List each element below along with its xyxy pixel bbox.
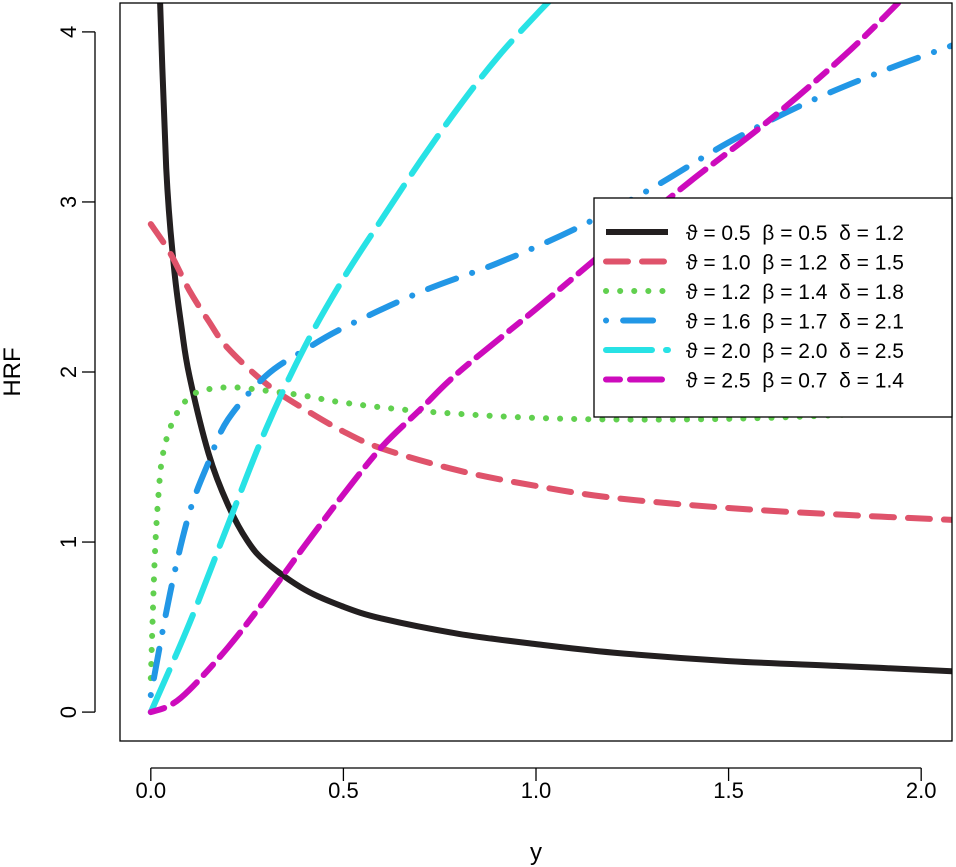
axes-layer: 0.0 0.5 1.0 1.5 2.0 0 1 2 3 4	[56, 26, 936, 803]
y-tick-label: 2	[56, 366, 81, 378]
series-line-1	[157, 3, 952, 675]
x-axis-label: y	[530, 839, 542, 866]
x-tick-label: 1.5	[713, 778, 744, 803]
x-tick-label: 1.0	[521, 778, 552, 803]
series-line-6	[147, 3, 902, 716]
series-line-3	[147, 384, 952, 682]
y-tick-label: 3	[56, 196, 81, 208]
legend-label-5: ϑ = 2.0 β = 2.0 δ = 2.5	[686, 340, 904, 363]
y-tick-label: 4	[56, 26, 81, 38]
legend-label-3: ϑ = 1.2 β = 1.4 δ = 1.8	[686, 281, 904, 304]
y-tick-label: 1	[56, 536, 81, 548]
series-layer	[147, 3, 952, 716]
legend-label-6: ϑ = 2.5 β = 0.7 δ = 1.4	[686, 370, 904, 393]
legend-label-4: ϑ = 1.6 β = 1.7 δ = 2.1	[686, 311, 904, 334]
y-tick-label: 0	[56, 706, 81, 718]
series-line-2	[147, 221, 952, 523]
legend-label-1: ϑ = 0.5 β = 0.5 δ = 1.2	[686, 222, 904, 245]
legend-label-2: ϑ = 1.0 β = 1.2 δ = 1.5	[686, 252, 904, 275]
x-tick-label: 0.5	[328, 778, 359, 803]
y-axis-label: HRF	[0, 347, 26, 396]
x-tick-label: 0.0	[136, 778, 167, 803]
legend: ϑ = 0.5 β = 0.5 δ = 1.2 ϑ = 1.0 β = 1.2 δ…	[593, 197, 953, 418]
x-tick-label: 2.0	[906, 778, 937, 803]
series-line-5	[147, 3, 552, 716]
